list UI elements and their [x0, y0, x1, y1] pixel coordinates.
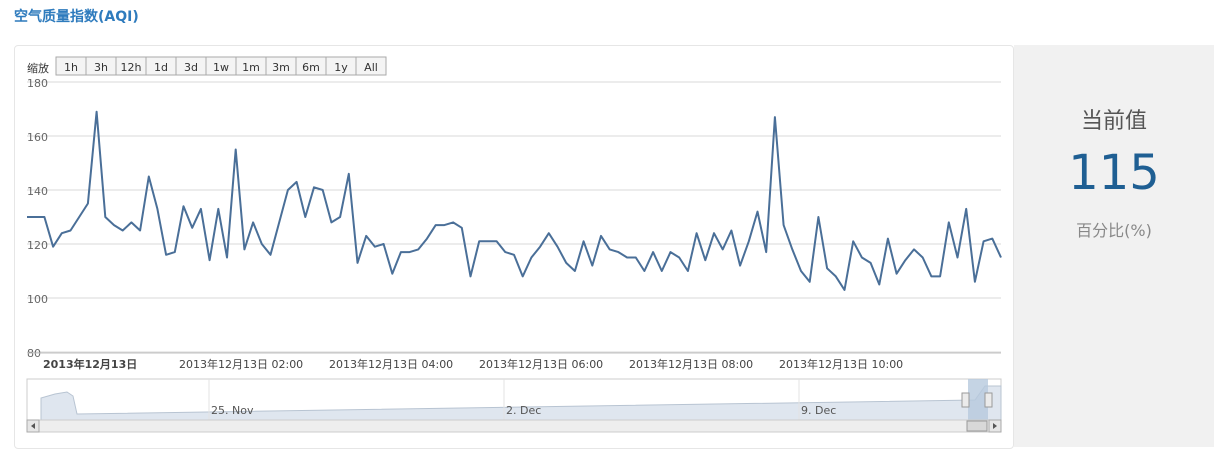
x-tick-label: 2013年12月13日 08:00	[629, 357, 753, 371]
y-tick-label: 160	[27, 131, 48, 144]
current-value: 115	[1068, 145, 1160, 201]
y-tick-label: 180	[27, 77, 48, 90]
zoom-button-label[interactable]: All	[364, 61, 378, 74]
page-title: 空气质量指数(AQI)	[14, 9, 139, 25]
y-tick-label: 100	[27, 293, 48, 306]
scrollbar-thumb[interactable]	[966, 420, 988, 432]
x-tick-label: 2013年12月13日 06:00	[479, 357, 603, 371]
x-tick-label: 2013年12月13日	[43, 357, 137, 371]
zoom-button-label[interactable]: 1m	[242, 61, 260, 74]
zoom-button-label[interactable]: 1d	[154, 61, 168, 74]
zoom-button-label[interactable]: 12h	[121, 61, 142, 74]
navigator-handle-right[interactable]	[984, 392, 993, 408]
scroll-left-arrow-icon	[31, 423, 35, 429]
zoom-button-label[interactable]: 3m	[272, 61, 290, 74]
scroll-right-arrow-icon	[993, 423, 997, 429]
navigator-label: 9. Dec	[801, 404, 836, 417]
zoom-button-label[interactable]: 6m	[302, 61, 320, 74]
aqi-series-line	[27, 110, 1002, 291]
zoom-label: 缩放	[27, 61, 49, 75]
zoom-button-label[interactable]: 3d	[184, 61, 198, 74]
x-tick-label: 2013年12月13日 04:00	[329, 357, 453, 371]
zoom-button-label[interactable]: 1h	[64, 61, 78, 74]
navigator-label: 2. Dec	[506, 404, 541, 417]
zoom-button-label[interactable]: 1y	[334, 61, 348, 74]
y-tick-label: 140	[27, 185, 48, 198]
scrollbar-track[interactable]	[26, 419, 1002, 433]
current-value-title: 当前值	[1080, 109, 1147, 134]
navigator-handle-left[interactable]	[961, 392, 970, 408]
chart-card: 80 100 120 140 160 180 缩放 1h 3h 12h 1d 3d 1w 1m 3m 6m 1y…	[14, 45, 1014, 449]
x-tick-label: 2013年12月13日 02:00	[179, 357, 303, 371]
y-tick-label: 120	[27, 239, 48, 252]
navigator-selection[interactable]	[968, 379, 988, 420]
zoom-button-label[interactable]: 3h	[94, 61, 108, 74]
navigator-label: 25. Nov	[211, 404, 254, 417]
current-value-panel: 当前值 115 百分比(%)	[1014, 45, 1214, 447]
navigator-series	[40, 385, 1002, 421]
zoom-label-bg	[25, 58, 55, 76]
zoom-button-label[interactable]: 1w	[213, 61, 229, 74]
x-tick-label: 2013年12月13日 10:00	[779, 357, 903, 371]
zoom-button-All[interactable]	[355, 56, 387, 76]
current-value-unit: 百分比(%)	[1076, 221, 1152, 240]
